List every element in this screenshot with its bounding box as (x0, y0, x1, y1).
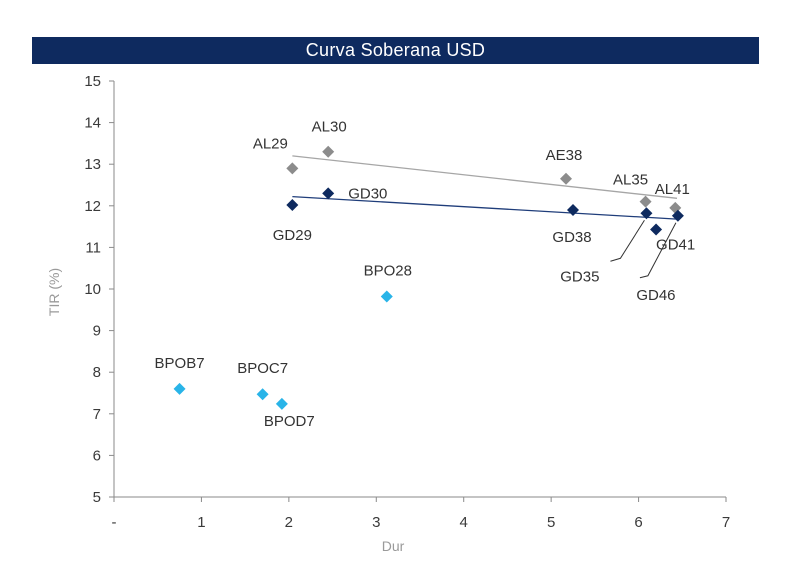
y-tick-label: 15 (84, 73, 101, 90)
data-label-al35: AL35 (613, 172, 648, 189)
y-tick-label: 12 (84, 198, 101, 215)
data-label-gd38: GD38 (552, 229, 591, 246)
data-label-gd29: GD29 (273, 227, 312, 244)
data-label-al30: AL30 (312, 119, 347, 136)
y-tick-label: 8 (93, 364, 101, 381)
data-label-bpob7: BPOB7 (155, 355, 205, 372)
chart-title: Curva Soberana USD (32, 37, 759, 64)
y-axis-title: TIR (%) (46, 268, 62, 316)
data-point-gd29 (286, 198, 299, 211)
trend-line-gd (292, 195, 678, 220)
x-tick-label: 1 (197, 514, 205, 531)
data-label-gd41: GD41 (656, 237, 695, 254)
leader-line-gd46 (639, 222, 677, 279)
x-tick-label: 2 (285, 514, 293, 531)
data-point-bpo28 (380, 290, 393, 303)
x-axis-title: Dur (382, 538, 405, 554)
data-point-gd38 (567, 203, 579, 216)
data-label-al41: AL41 (655, 181, 690, 198)
data-label-gd46: GD46 (636, 287, 675, 304)
data-label-bpod7: BPOD7 (264, 413, 315, 430)
y-tick-label: 6 (93, 447, 101, 464)
trend-line-al (292, 155, 678, 199)
data-point-gd35 (640, 207, 653, 220)
data-label-al29: AL29 (253, 135, 288, 152)
data-labels: AL29 AL30 AE38 AL35 AL41 GD29 GD30 GD38 GD35 GD41… (155, 119, 696, 430)
trend-lines (292, 155, 678, 279)
x-tick-label: - (112, 514, 117, 531)
x-tick-label: 6 (634, 514, 642, 531)
data-point-gd46 (671, 209, 684, 222)
leader-line-gd35 (610, 220, 645, 262)
y-tick-label: 9 (93, 323, 101, 340)
x-tick-label: 3 (372, 514, 380, 531)
data-points (173, 145, 684, 410)
data-label-gd30: GD30 (348, 185, 387, 202)
y-tick-label: 5 (93, 489, 101, 506)
data-point-ae38 (560, 172, 573, 185)
data-point-al30 (322, 145, 335, 158)
data-label-bpo28: BPO28 (364, 262, 412, 279)
data-label-bpoc7: BPOC7 (237, 360, 288, 377)
x-tick-label: 5 (547, 514, 555, 531)
y-tick-label: 10 (84, 281, 101, 298)
y-tick-label: 11 (85, 239, 101, 256)
data-point-bpoc7 (256, 388, 269, 401)
data-point-bpob7 (173, 382, 186, 395)
data-point-gd30 (322, 187, 335, 200)
x-tick-label: 7 (722, 514, 730, 531)
data-point-al29 (286, 162, 299, 175)
y-tick-label: 7 (93, 406, 101, 423)
x-tick-label: 4 (460, 514, 468, 531)
data-point-bpod7 (275, 397, 288, 410)
y-tick-label: 14 (84, 115, 101, 132)
data-point-gd41 (650, 223, 663, 236)
y-tick-label: 13 (84, 156, 101, 173)
data-label-ae38: AE38 (546, 147, 583, 164)
data-point-al35 (639, 195, 652, 208)
data-label-gd35: GD35 (560, 268, 599, 285)
